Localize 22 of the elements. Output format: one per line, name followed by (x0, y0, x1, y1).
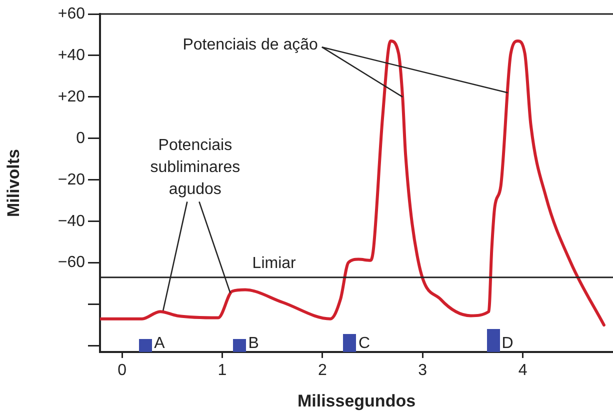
y-tick-label: −60 (58, 254, 86, 272)
x-tick-label: 4 (518, 362, 528, 380)
y-tick-label: +20 (58, 88, 86, 106)
x-axis-title: Milissegundos (297, 391, 416, 410)
x-tick-label: 3 (418, 362, 428, 380)
annotation: Potenciais de ação (182, 36, 318, 54)
x-tick-label: 2 (318, 362, 327, 380)
annotation: D (502, 335, 514, 352)
ref-line-label: Limiar (252, 254, 297, 272)
y-tick-label: 0 (76, 130, 86, 147)
y-tick-label: +60 (58, 5, 86, 22)
y-axis-title: Milivolts (4, 148, 23, 218)
annotation: C (358, 335, 370, 352)
annotation: Potenciais subliminares agudos (150, 137, 240, 198)
x-tick-label: 1 (218, 362, 227, 380)
annotation: B (248, 335, 259, 352)
y-tick-label: −40 (58, 212, 86, 230)
x-tick-label: 0 (118, 362, 127, 380)
y-tick-label: +40 (58, 46, 86, 64)
annotation: A (154, 335, 166, 352)
y-tick-label: −20 (58, 171, 86, 188)
line-series (100, 39, 606, 327)
